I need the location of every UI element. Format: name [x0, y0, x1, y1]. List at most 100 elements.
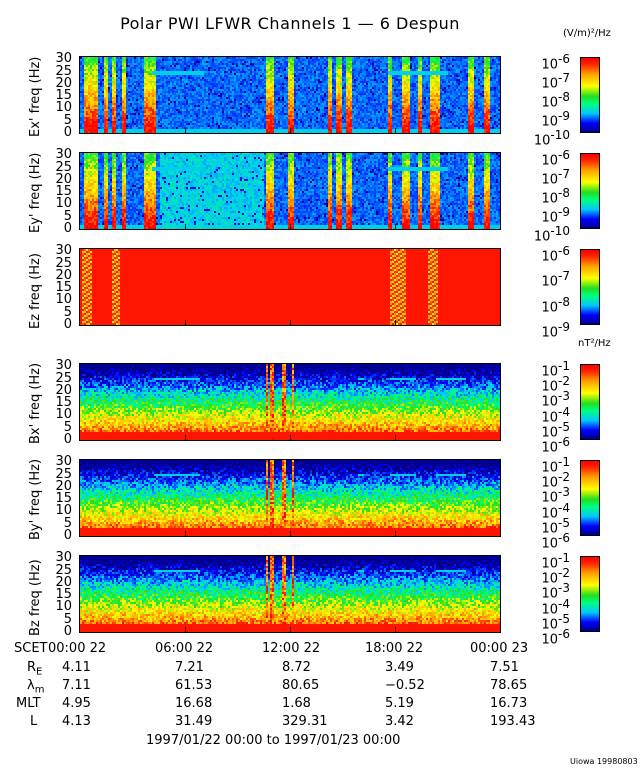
- colorbar-tick-exponent: -10: [550, 128, 570, 142]
- credit-label: Uiowa 19980803: [570, 757, 638, 766]
- ephemeris-value: 7.51: [490, 660, 519, 675]
- y-tick-label: 30: [55, 243, 72, 259]
- y-axis-label: Bz freq (Hz): [28, 559, 43, 636]
- y-tick-label: 30: [55, 147, 72, 163]
- scet-label: SCET: [14, 641, 48, 656]
- y-tick-label: 15: [55, 280, 72, 296]
- ephemeris-value: 16.68: [175, 696, 213, 711]
- colorbar-tick-exponent: -7: [558, 71, 570, 85]
- y-tick-label: 30: [55, 358, 72, 374]
- ephemeris-value: 80.65: [282, 678, 320, 693]
- y-tick-label: 15: [55, 395, 72, 411]
- colorbar-gradient: [580, 460, 600, 536]
- colorbar-tick: 10-9: [520, 110, 570, 128]
- colorbar-tick-base: 10: [541, 505, 559, 521]
- y-axis-label: Ex' freq (Hz): [28, 56, 43, 137]
- colorbar-tick-exponent: -4: [558, 404, 570, 419]
- colorbar-tick-exponent: -2: [558, 374, 570, 389]
- spectrogram-heatmap: [80, 460, 500, 536]
- colorbar-tick: 10-5: [520, 421, 570, 439]
- colorbar-tick-exponent: -6: [558, 148, 570, 162]
- colorbar-tick-base: 10: [541, 571, 559, 587]
- y-tick-label: 30: [55, 550, 72, 566]
- colorbar-tick-exponent: -9: [558, 205, 570, 219]
- spectrogram-panel: [79, 459, 501, 537]
- y-tick-label: 0: [63, 624, 72, 639]
- y-tick-label: 25: [55, 255, 72, 271]
- colorbar-gradient: [580, 249, 600, 325]
- colorbar-tick-base: 10: [541, 191, 559, 207]
- colorbar-tick: 10-5: [520, 517, 570, 535]
- colorbar-tick: 10-9: [520, 321, 570, 339]
- colorbar-tick-exponent: -6: [558, 52, 570, 66]
- spectrogram-heatmap: [80, 249, 500, 325]
- colorbar-tick-base: 10: [541, 632, 559, 648]
- colorbar-tick-base: 10: [541, 57, 559, 73]
- colorbar-tick: 10-6: [520, 53, 570, 71]
- x-tick-mark: [290, 435, 291, 440]
- colorbar-tick: 10-6: [520, 628, 570, 646]
- y-tick-label: 30: [55, 454, 72, 470]
- y-tick-label: 10: [55, 292, 72, 308]
- x-tick-mark: [290, 224, 291, 229]
- y-tick-label: 15: [55, 88, 72, 104]
- colorbar-tick-exponent: -2: [558, 470, 570, 485]
- y-tick-label: 5: [63, 304, 72, 320]
- spectrogram-heatmap: [80, 364, 500, 440]
- time-range-label: 1997/01/22 00:00 to 1997/01/23 00:00: [146, 733, 401, 748]
- x-tick-mark: [290, 627, 291, 632]
- colorbar-tick-exponent: -8: [558, 186, 570, 200]
- colorbar-tick-base: 10: [541, 556, 559, 572]
- colorbar-tick-exponent: -5: [558, 419, 570, 434]
- colorbar-tick: 10-1: [520, 360, 570, 378]
- colorbar-tick-base: 10: [541, 617, 559, 633]
- y-tick-label: 0: [63, 221, 72, 236]
- colorbar-tick-exponent: -10: [550, 224, 570, 238]
- colorbar-tick: 10-7: [520, 270, 570, 288]
- ephemeris-value: 4.13: [62, 714, 91, 729]
- colorbar-tick: 10-10: [520, 129, 570, 147]
- ephemeris-row-label: L: [30, 714, 37, 732]
- y-tick-label: 25: [55, 159, 72, 175]
- time-tick-label: 12:00 22: [262, 641, 321, 656]
- y-tick-label: 30: [55, 51, 72, 67]
- spectrogram-panel: [79, 555, 501, 633]
- y-tick-label: 25: [55, 466, 72, 482]
- colorbar-tick: 10-4: [520, 406, 570, 424]
- colorbar-tick-exponent: -3: [558, 581, 570, 596]
- y-tick-label: 10: [55, 407, 72, 423]
- y-tick-label: 0: [63, 432, 72, 447]
- colorbar-tick-exponent: -1: [558, 455, 570, 469]
- colorbar-tick-base: 10: [541, 210, 559, 226]
- y-axis-label: Bx' freq (Hz): [28, 362, 43, 444]
- colorbar-tick-exponent: -9: [558, 109, 570, 123]
- x-tick-mark: [395, 627, 396, 632]
- colorbar-tick-base: 10: [541, 425, 559, 441]
- panel-frame: [79, 56, 501, 134]
- colorbar-tick-exponent: -9: [558, 320, 570, 334]
- panel-frame: [79, 555, 501, 633]
- colorbar-tick: 10-1: [520, 552, 570, 570]
- colorbar-tick-exponent: -1: [558, 551, 570, 565]
- colorbar-tick-exponent: -6: [558, 244, 570, 258]
- ephemeris-value: 78.65: [490, 678, 528, 693]
- y-tick-label: 0: [63, 125, 72, 140]
- colorbar-tick-base: 10: [541, 379, 559, 395]
- y-tick-label: 5: [63, 419, 72, 435]
- panel-frame: [79, 459, 501, 537]
- ephemeris-value: 7.11: [62, 678, 91, 693]
- row-label-subscript: m: [34, 684, 45, 696]
- x-tick-mark: [185, 531, 186, 536]
- panel-frame: [79, 248, 501, 326]
- ephemeris-value: 61.53: [175, 678, 213, 693]
- colorbar-tick: 10-7: [520, 72, 570, 90]
- x-tick-mark: [290, 128, 291, 133]
- ephemeris-value: 8.72: [282, 660, 311, 675]
- spectrogram-heatmap: [80, 153, 500, 229]
- colorbar-tick: 10-8: [520, 187, 570, 205]
- colorbar-tick: 10-2: [520, 375, 570, 393]
- colorbar-tick-exponent: -2: [558, 566, 570, 581]
- colorbar-tick-exponent: -3: [558, 389, 570, 404]
- colorbar-tick-exponent: -6: [558, 531, 570, 545]
- spectrogram-panel: [79, 363, 501, 441]
